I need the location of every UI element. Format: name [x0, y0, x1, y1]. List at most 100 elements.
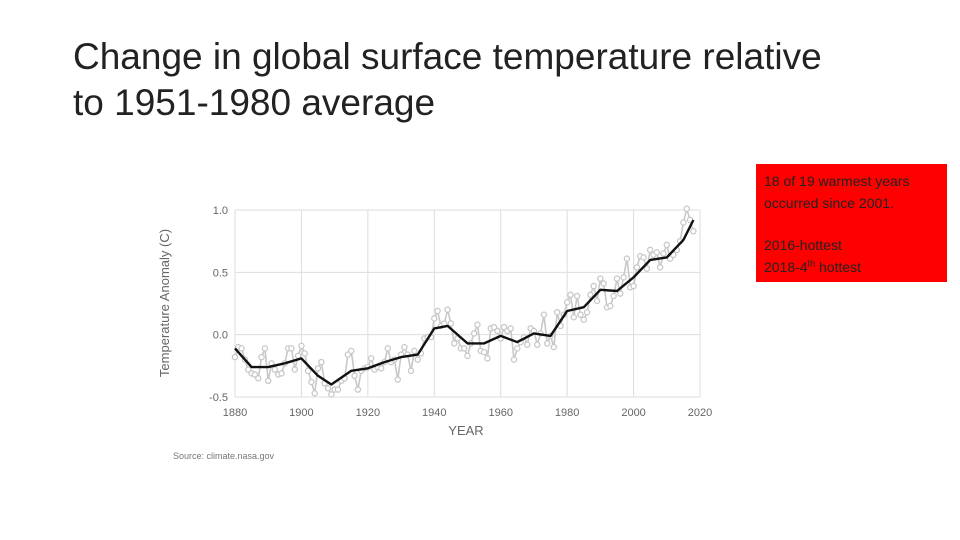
annual-mean-point [587, 291, 594, 299]
annual-mean-point [434, 307, 441, 315]
annual-mean-point [494, 327, 501, 335]
x-tick-label: 1920 [356, 407, 380, 419]
y-axis-label: Temperature Anomaly (C) [157, 229, 172, 377]
annual-mean-point [593, 297, 601, 305]
annual-mean-point [278, 370, 285, 377]
annual-mean-point [563, 299, 571, 306]
chart-svg: 1.0 0.5 0.0 -0.5 1880 1900 1920 1940 1960 1980 200… [157, 205, 712, 461]
annual-mean-point [633, 264, 641, 271]
annual-mean-point [351, 372, 358, 380]
slide-title-line-2: to 1951-1980 average [73, 82, 436, 123]
annual-mean-point [264, 377, 272, 385]
annual-mean-point [450, 340, 458, 347]
callout-line-3: 2016-hottest [764, 237, 842, 253]
annual-mean-point [394, 376, 401, 383]
annual-mean-point [507, 325, 514, 332]
chart-series [231, 205, 697, 398]
annual-mean-point [431, 315, 438, 322]
annual-mean-point [683, 205, 690, 213]
x-tick-label: 1880 [223, 407, 247, 419]
annual-mean-point [577, 311, 584, 318]
annual-mean-point [643, 265, 651, 272]
annual-mean-point [510, 356, 518, 363]
x-tick-label: 1900 [289, 407, 313, 419]
annual-mean-line [234, 205, 695, 397]
annual-mean-point [414, 356, 421, 363]
annual-mean-point [590, 282, 597, 290]
annual-mean-point [314, 365, 322, 372]
annual-mean-point [470, 330, 478, 337]
callout-line-1: 18 of 19 warmest years [764, 173, 910, 189]
annual-mean-point [580, 316, 587, 323]
annual-mean-point [653, 249, 661, 256]
annual-mean-point [464, 352, 471, 360]
smoothed-trend-line [234, 219, 695, 386]
temperature-chart: 1.0 0.5 0.0 -0.5 1880 1900 1920 1940 1960 1980 200… [150, 195, 730, 470]
chart-gridlines [234, 209, 701, 398]
annual-mean-point [271, 366, 279, 373]
annual-mean-point [646, 246, 654, 254]
annual-mean-point [261, 345, 269, 352]
annual-mean-point [583, 308, 591, 316]
annual-mean-point [308, 378, 315, 386]
slide-title: Change in global surface temperature rel… [73, 34, 913, 126]
annual-mean-point [347, 347, 355, 355]
y-tick-label: -0.5 [209, 392, 228, 404]
annual-mean-point [620, 274, 627, 281]
slide-title-line-1: Change in global surface temperature rel… [73, 36, 822, 77]
callout-line-4: 2018-4th hottest [764, 256, 939, 278]
x-tick-label: 1960 [488, 407, 512, 419]
annual-mean-point [304, 367, 312, 375]
annual-mean-point [258, 353, 265, 361]
annual-mean-point [384, 345, 392, 352]
x-tick-label: 1980 [555, 407, 579, 419]
annual-mean-point [617, 290, 624, 297]
chart-axes: 1.0 0.5 0.0 -0.5 1880 1900 1920 1940 1960 1980 200… [209, 205, 712, 419]
annual-mean-point [656, 264, 664, 271]
callout-line-2: occurred since 2001. [764, 195, 894, 211]
callout-line-4-text: 2018-4 [764, 259, 808, 275]
annual-mean-point [640, 254, 647, 261]
annual-mean-point [238, 345, 245, 352]
x-tick-label: 2020 [688, 407, 712, 419]
callout-box: 18 of 19 warmest years occurred since 20… [756, 164, 947, 282]
annual-mean-point [231, 353, 239, 361]
annual-mean-point [318, 358, 325, 366]
chart-source: Source: climate.nasa.gov [173, 451, 275, 461]
annual-mean-point [567, 291, 574, 299]
callout-line-4-suffix: hottest [815, 259, 862, 275]
annual-mean-point [311, 390, 318, 397]
annual-mean-point [377, 365, 385, 372]
annual-mean-point [334, 386, 342, 393]
annual-mean-point [301, 350, 308, 357]
annual-mean-point [543, 340, 551, 347]
x-tick-label: 1940 [422, 407, 446, 419]
callout-spacer [764, 214, 939, 234]
annual-mean-point [484, 355, 491, 362]
annual-mean-point [600, 280, 607, 287]
annual-mean-point [354, 386, 362, 393]
annual-mean-point [524, 341, 531, 348]
annual-mean-point [570, 313, 578, 321]
annual-mean-point [613, 275, 621, 282]
annual-mean-point [447, 320, 455, 327]
annual-mean-point [288, 345, 295, 352]
annual-mean-point [291, 366, 299, 373]
annual-mean-point [411, 347, 418, 355]
annual-mean-point [540, 311, 548, 318]
annual-mean-point [298, 342, 305, 350]
x-tick-label: 2000 [621, 407, 645, 419]
annual-mean-point [401, 343, 408, 351]
y-tick-label: 1.0 [213, 205, 228, 217]
annual-mean-point [514, 345, 521, 352]
annual-mean-point [255, 375, 262, 382]
annual-mean-point [328, 391, 335, 398]
annual-mean-point [474, 321, 481, 328]
annual-mean-point [630, 282, 637, 290]
annual-mean-point [610, 292, 617, 300]
callout-line-4-sup: th [807, 258, 816, 269]
y-tick-label: 0.5 [213, 267, 228, 279]
annual-mean-point [553, 308, 561, 316]
annual-mean-point [460, 345, 468, 352]
annual-mean-point [597, 275, 604, 282]
